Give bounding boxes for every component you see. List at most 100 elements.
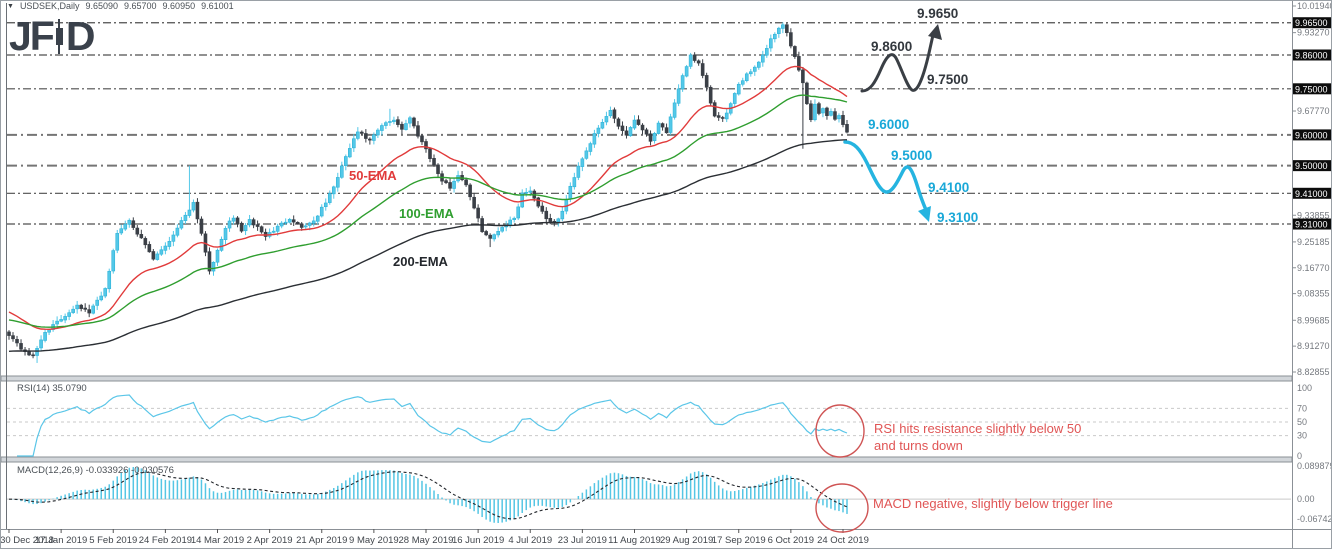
candle-body (708, 86, 713, 104)
candle-body (291, 219, 296, 223)
macd-pane-title: MACD(12,26,9) -0.033926 -0.030576 (17, 465, 174, 476)
price-level-badge (1293, 83, 1331, 95)
candle-body (380, 125, 384, 131)
candle-body (492, 234, 496, 240)
date-label[interactable]: 4 Jul 2019 (508, 535, 552, 546)
date-label[interactable]: 6 Oct 2019 (768, 535, 814, 546)
dropdown-arrow-icon[interactable]: ▼ (7, 2, 14, 10)
symbol-selector[interactable]: ▼ USDSEK,Daily 9.65090 9.65700 9.60950 9… (7, 1, 234, 11)
pane-separator[interactable] (1, 456, 1293, 463)
candle-body (183, 214, 188, 221)
up-projection-arrow[interactable] (860, 33, 935, 93)
candle-body (39, 339, 43, 349)
date-label[interactable]: 28 May 2019 (399, 535, 454, 546)
date-label[interactable]: 17 Jan 2019 (35, 535, 87, 546)
rsi-tick-label: 0 (1297, 451, 1302, 461)
candle-body (809, 103, 813, 121)
rsi-highlight-ellipse[interactable] (815, 404, 865, 458)
candle-body (111, 250, 116, 272)
candle-body (789, 32, 793, 47)
price-level-badge (1293, 187, 1331, 199)
date-label[interactable]: 24 Feb 2019 (139, 535, 192, 546)
candle-body (664, 127, 669, 134)
macd-tick-label: -0.06742 (1297, 514, 1332, 524)
candle-body (392, 119, 396, 123)
candle-body (331, 186, 336, 195)
candle-body (596, 127, 601, 134)
price-target-label-up[interactable]: 9.7500 (927, 72, 969, 87)
date-label[interactable]: 17 Sep 2019 (712, 535, 766, 546)
date-label[interactable]: 9 May 2019 (349, 535, 399, 546)
candle-body (368, 138, 372, 141)
candle-body (175, 227, 180, 236)
candle-body (167, 241, 172, 247)
candle-body (19, 343, 23, 350)
candle-body (219, 238, 224, 251)
candle-body (299, 223, 304, 228)
candle-body (372, 134, 376, 141)
macd-highlight-ellipse[interactable] (815, 483, 869, 533)
macd-annotation-text[interactable]: MACD negative, slightly below trigger li… (873, 496, 1113, 511)
price-level-badge-text: 9.31000 (1295, 220, 1328, 230)
candle-body (644, 129, 649, 135)
date-label[interactable]: 24 Oct 2019 (817, 535, 869, 546)
candle-body (684, 66, 689, 77)
price-target-label-down[interactable]: 9.5000 (891, 148, 933, 163)
ema-200-label[interactable]: 200-EMA (393, 254, 448, 269)
down-projection-arrow[interactable] (843, 140, 928, 212)
date-label[interactable]: 16 Jun 2019 (452, 535, 504, 546)
candle-body (404, 123, 408, 130)
rsi-annotation-text[interactable]: RSI hits resistance slightly below 50 (874, 421, 1082, 436)
candle-body (436, 164, 440, 174)
candle-body (676, 88, 681, 104)
date-label[interactable]: 14 Mar 2019 (191, 535, 244, 546)
candle-body (500, 227, 504, 232)
candle-body (31, 354, 35, 357)
candle-body (696, 60, 701, 64)
candle-body (704, 75, 709, 88)
up-arrowhead-icon (928, 24, 942, 40)
date-label[interactable]: 23 Jul 2019 (558, 535, 607, 546)
ema-100-label[interactable]: 100-EMA (399, 206, 454, 221)
candle-body (744, 73, 749, 81)
price-target-label-down[interactable]: 9.3100 (937, 210, 979, 225)
ema-50-label[interactable]: 50-EMA (349, 168, 397, 183)
date-label[interactable]: 21 Apr 2019 (296, 535, 347, 546)
pane-separator[interactable] (1, 375, 1293, 382)
candle-body (825, 107, 829, 116)
candle-body (769, 38, 773, 49)
candle-body (75, 304, 79, 310)
date-label[interactable]: 2 Apr 2019 (247, 535, 293, 546)
price-target-label-up[interactable]: 9.9650 (917, 6, 959, 21)
price-level-badge-text: 9.60000 (1295, 130, 1328, 140)
date-label[interactable]: 5 Feb 2019 (89, 535, 137, 546)
price-level-badge (1293, 49, 1331, 61)
candle-body (508, 219, 512, 226)
candle-body (544, 210, 549, 220)
candle-body (275, 225, 280, 232)
candle-body (773, 33, 777, 40)
candle-body (115, 233, 120, 251)
candle-body (311, 220, 316, 224)
price-target-label-up[interactable]: 9.8600 (871, 39, 913, 54)
candle-body (548, 218, 553, 222)
candle-body (147, 244, 152, 253)
candle-body (424, 141, 428, 150)
price-tick-label: 8.91270 (1297, 341, 1330, 351)
candle-body (151, 251, 156, 260)
price-tick-label: 9.33855 (1297, 210, 1330, 220)
date-label[interactable]: 29 Aug 2019 (660, 535, 713, 546)
price-tick-label: 9.93270 (1297, 28, 1330, 38)
price-target-label-down[interactable]: 9.6000 (868, 117, 910, 132)
macd-signal-line (9, 471, 848, 520)
date-label[interactable]: 11 Aug 2019 (608, 535, 661, 546)
candle-body (616, 118, 621, 127)
date-label[interactable]: 30 Dec 2018 (1, 535, 54, 546)
candle-body (536, 197, 541, 207)
jfd-logo: JF D (9, 16, 95, 57)
rsi-annotation-text-2[interactable]: and turns down (874, 438, 963, 453)
price-target-label-down[interactable]: 9.4100 (928, 180, 970, 195)
candle-body (227, 220, 232, 229)
candle-body (484, 231, 488, 236)
